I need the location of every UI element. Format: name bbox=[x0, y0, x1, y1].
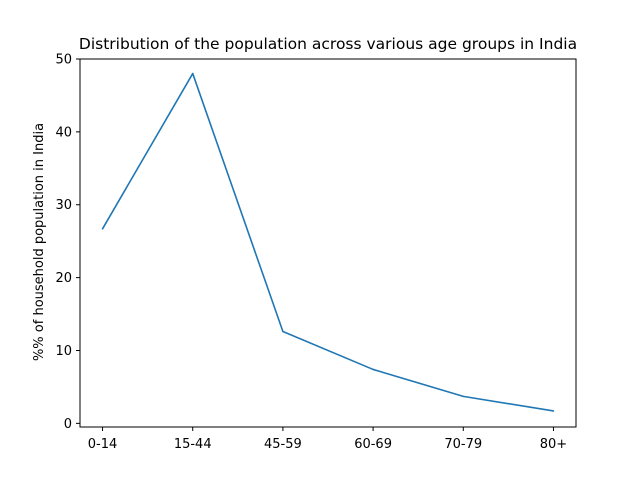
y-tick-label: 10 bbox=[55, 344, 72, 359]
x-tick-label: 15-44 bbox=[174, 437, 212, 452]
x-tick-label: 0-14 bbox=[88, 437, 118, 452]
data-point bbox=[101, 227, 104, 230]
series-line bbox=[101, 72, 554, 412]
y-tick-label: 20 bbox=[55, 271, 72, 286]
x-tick-label: 70-79 bbox=[444, 437, 482, 452]
data-point bbox=[191, 72, 194, 75]
x-tick-label: 60-69 bbox=[354, 437, 392, 452]
y-axis-label: %% of household population in India bbox=[32, 123, 47, 361]
axes-frame bbox=[79, 58, 577, 428]
y-tick-label: 50 bbox=[55, 53, 72, 68]
data-point bbox=[462, 395, 465, 398]
y-tick-label: 30 bbox=[55, 198, 72, 213]
y-tick-label: 40 bbox=[55, 125, 72, 140]
chart-title: Distribution of the population across va… bbox=[79, 35, 577, 53]
y-tick-label: 0 bbox=[64, 417, 72, 432]
plot-area: 0 10 20 30 40 50 0-14 15-44 45-59 60-69 70-79 80+ bbox=[55, 53, 577, 452]
x-tick-label: 45-59 bbox=[264, 437, 302, 452]
data-point bbox=[372, 368, 374, 371]
data-point bbox=[282, 330, 284, 333]
x-tick-label: 80+ bbox=[540, 437, 567, 452]
data-point bbox=[552, 410, 555, 412]
